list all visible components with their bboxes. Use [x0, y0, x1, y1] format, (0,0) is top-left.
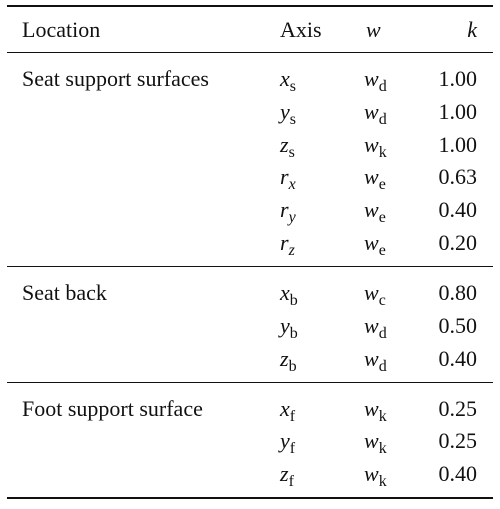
- subscript: c: [378, 292, 386, 309]
- symbol: r: [280, 230, 289, 255]
- symbol: w: [364, 197, 379, 223]
- symbol: w: [364, 131, 379, 157]
- subscript: f: [289, 440, 296, 458]
- location: Seat back: [22, 280, 107, 305]
- rule: [7, 5, 493, 7]
- subscript: d: [378, 357, 387, 375]
- location: Foot support surface: [22, 395, 203, 421]
- weighting: wk: [364, 461, 387, 491]
- weighting: we: [364, 164, 386, 194]
- axis: zs: [280, 131, 295, 161]
- symbol: w: [364, 230, 379, 255]
- axis: ys: [280, 98, 296, 128]
- rule: [7, 497, 493, 499]
- symbol: w: [364, 428, 379, 454]
- symbol: y: [280, 98, 290, 124]
- symbol: r: [280, 197, 289, 223]
- k-value: 0.40: [438, 345, 478, 371]
- subscript: z: [288, 242, 295, 259]
- header-w: w: [366, 17, 381, 42]
- symbol: x: [280, 66, 290, 91]
- subscript: d: [378, 324, 387, 342]
- subscript: s: [289, 110, 296, 128]
- weighting: wk: [364, 428, 387, 458]
- axis: yb: [280, 312, 298, 342]
- k-value: 0.40: [438, 197, 478, 223]
- subscript: k: [378, 473, 387, 491]
- k-value: 1.00: [438, 131, 478, 157]
- symbol: w: [364, 98, 379, 124]
- axis: xs: [280, 66, 296, 95]
- symbol: r: [280, 164, 289, 190]
- symbol: z: [280, 461, 289, 487]
- axis: zb: [280, 345, 297, 375]
- axis: yf: [280, 428, 296, 458]
- symbol: w: [364, 395, 379, 421]
- symbol: w: [364, 461, 379, 487]
- weighting: wd: [364, 66, 387, 95]
- axis: ry: [280, 197, 296, 227]
- subscript: b: [289, 292, 298, 309]
- k-value: 0.50: [438, 312, 478, 338]
- subscript: f: [288, 473, 294, 491]
- axis: rx: [280, 164, 296, 194]
- weighting: wd: [364, 345, 387, 375]
- subscript: b: [288, 357, 297, 375]
- weighting: we: [364, 197, 386, 227]
- k-value: 1.00: [438, 66, 478, 91]
- rule: [7, 266, 493, 267]
- symbol: x: [280, 395, 290, 421]
- symbol: w: [364, 312, 379, 338]
- symbol: w: [364, 345, 379, 371]
- subscript: f: [289, 407, 296, 425]
- subscript: k: [378, 407, 387, 425]
- subscript: s: [288, 143, 295, 161]
- symbol: w: [364, 280, 379, 305]
- subscript: b: [289, 324, 298, 342]
- axis: xf: [280, 395, 296, 425]
- weighting: we: [364, 230, 386, 259]
- weighting: wk: [364, 131, 387, 161]
- weighting: wd: [364, 312, 387, 342]
- k-value: 0.63: [438, 164, 478, 190]
- weighting: wc: [364, 280, 386, 309]
- axis: rz: [280, 230, 295, 259]
- subscript: k: [378, 440, 387, 458]
- subscript: x: [288, 176, 296, 194]
- location: Seat support surfaces: [22, 66, 209, 91]
- axis: zf: [280, 461, 294, 491]
- subscript: e: [378, 242, 386, 259]
- k-value: 0.20: [438, 230, 478, 255]
- axis: xb: [280, 280, 298, 309]
- k-value: 0.25: [438, 395, 478, 421]
- symbol: w: [364, 164, 379, 190]
- subscript: e: [378, 176, 386, 194]
- weighting: wk: [364, 395, 387, 425]
- symbol: y: [280, 312, 290, 338]
- k-value: 0.40: [438, 461, 478, 487]
- k-value: 0.25: [438, 428, 478, 454]
- header-location: Location: [22, 17, 101, 42]
- subscript: d: [378, 78, 387, 95]
- symbol: w: [364, 66, 379, 91]
- rule: [7, 381, 493, 383]
- subscript: e: [378, 209, 386, 227]
- symbol: y: [280, 428, 290, 454]
- symbol: x: [280, 280, 290, 305]
- weighting: wd: [364, 98, 387, 128]
- subscript: y: [288, 209, 296, 227]
- k-value: 0.80: [438, 280, 478, 305]
- subscript: s: [289, 78, 296, 95]
- header-k: k: [467, 17, 477, 42]
- header-axis: Axis: [280, 17, 322, 42]
- rule: [7, 52, 493, 53]
- subscript: k: [378, 143, 387, 161]
- symbol: z: [280, 131, 289, 157]
- symbol: z: [280, 345, 289, 371]
- subscript: d: [378, 110, 387, 128]
- k-value: 1.00: [438, 98, 478, 124]
